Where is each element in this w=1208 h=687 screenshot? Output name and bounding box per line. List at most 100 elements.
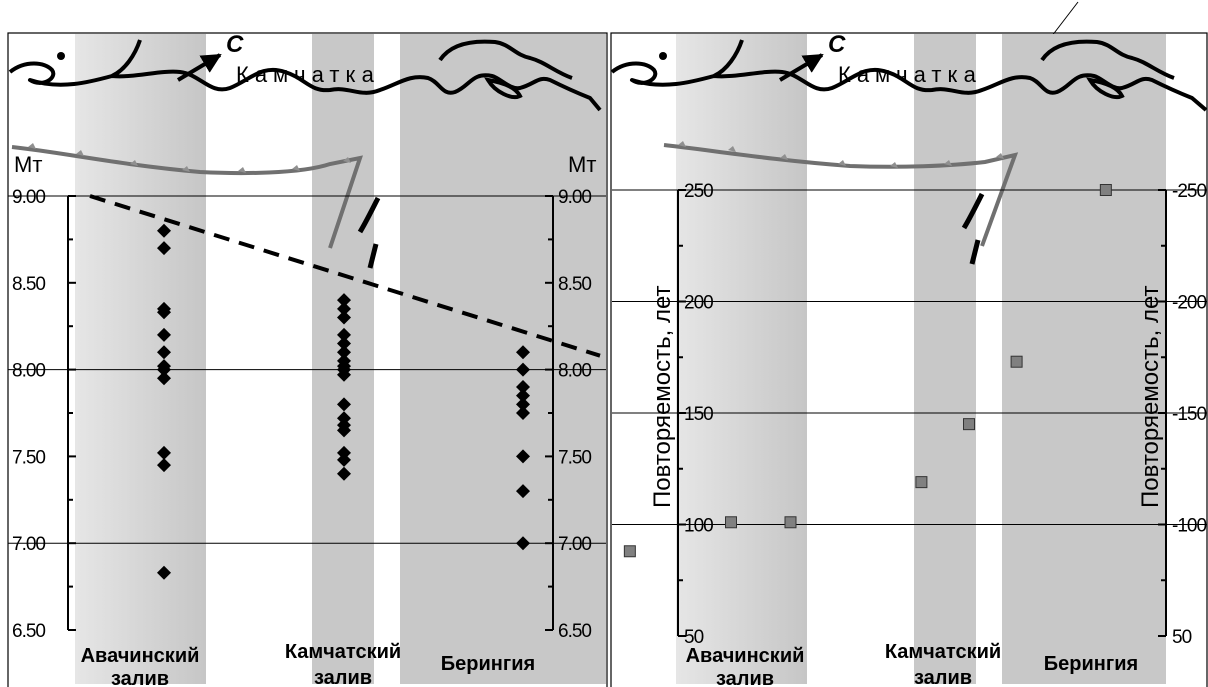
magnitude-point xyxy=(337,466,351,481)
right-tick-label: -250 xyxy=(1172,181,1206,202)
trench-teeth-right xyxy=(678,141,1004,168)
region-label-avacha-2: залив xyxy=(111,668,169,687)
island-right xyxy=(1086,77,1125,99)
magnitude-point xyxy=(337,367,351,382)
region-label-kamchatsky-right-2: залив xyxy=(914,667,972,687)
magnitude-panel: С Камчатка Мт Мт 9.00 9.00 8.50 8.50 8.00 8.0… xyxy=(7,31,608,687)
left-tick-label: 8.00 xyxy=(12,361,45,382)
magnitude-point xyxy=(337,345,351,360)
magnitude-point xyxy=(337,336,351,351)
recurrence-point xyxy=(784,516,797,529)
north-arrow-icon xyxy=(176,53,222,82)
recurrence-point xyxy=(1099,184,1112,196)
band-avacha xyxy=(75,34,206,684)
band-avacha-right xyxy=(676,34,807,684)
magnitude-point xyxy=(157,371,171,386)
trend-line xyxy=(89,194,601,358)
magnitude-point xyxy=(516,397,530,412)
left-tick-label: 250 xyxy=(684,181,713,202)
coastline-north xyxy=(438,39,573,80)
region-label-avacha-right-1: Авачинский xyxy=(686,645,805,667)
right-tick-label: 50 xyxy=(1172,627,1192,648)
recurrence-point xyxy=(623,545,636,558)
magnitude-point xyxy=(157,241,171,256)
left-tick-label: 6.50 xyxy=(12,621,45,642)
city-dot-right xyxy=(659,52,667,60)
coastline xyxy=(8,39,602,112)
left-tick-label: 200 xyxy=(684,293,713,314)
left-tick-label: 150 xyxy=(684,404,713,425)
magnitude-point xyxy=(516,362,530,377)
magnitude-point xyxy=(157,345,171,360)
left-tick-label: 100 xyxy=(684,516,713,537)
magnitude-point xyxy=(157,305,171,320)
right-tick-label: 7.00 xyxy=(558,534,591,555)
right-tick-label: 8.00 xyxy=(558,361,591,382)
magnitude-point xyxy=(157,445,171,460)
magnitude-gridlines xyxy=(8,195,606,544)
panel-border-right xyxy=(610,32,1208,687)
magnitude-point xyxy=(516,449,530,464)
magnitude-point xyxy=(337,310,351,325)
band-beringia-right xyxy=(1002,34,1166,684)
recurrence-point xyxy=(1010,355,1023,368)
magnitude-point xyxy=(516,536,530,551)
magnitude-point xyxy=(157,458,171,473)
right-tick-label: -200 xyxy=(1172,293,1206,314)
magnitude-point xyxy=(157,223,171,238)
right-y-axis-label: Мт xyxy=(568,152,596,177)
trench-line-right xyxy=(663,143,1019,247)
left-tick-label: 50 xyxy=(684,627,704,648)
magnitude-ticks: 9.00 9.00 8.50 8.50 8.00 8.00 7.50 7.50 7.00 7.00… xyxy=(12,187,592,642)
recurrence-point xyxy=(963,418,975,431)
left-tick-label: 8.50 xyxy=(12,274,45,295)
right-tick-label: 8.50 xyxy=(558,274,591,295)
magnitude-points xyxy=(157,223,530,580)
magnitude-point xyxy=(516,406,530,420)
left-tick-label: 9.00 xyxy=(12,187,45,208)
north-arrow-icon-right xyxy=(778,53,824,82)
region-label-kamchatsky-1: Камчатский xyxy=(285,641,401,663)
recurrence-panel: С Камчатка Повторяемость, лет Повторяемо… xyxy=(610,1,1208,687)
magnitude-point xyxy=(337,452,351,467)
fault-segments-right xyxy=(961,192,985,265)
magnitude-point xyxy=(516,345,530,360)
region-label-kamchatsky-right-1: Камчатский xyxy=(885,641,1001,663)
island xyxy=(484,77,523,99)
magnitude-point xyxy=(337,397,351,412)
band-kamchatsky-right xyxy=(914,34,976,684)
recurrence-point xyxy=(915,476,928,489)
left-tick-label: 7.00 xyxy=(12,534,45,555)
magnitude-point xyxy=(337,327,351,342)
magnitude-point xyxy=(516,379,530,394)
place-label-right: Камчатка xyxy=(838,62,982,87)
right-tick-label: 7.50 xyxy=(558,447,591,468)
right-tick-label: 9.00 xyxy=(558,187,591,208)
magnitude-point xyxy=(157,327,171,342)
fault-segments xyxy=(357,196,381,269)
recurrence-point xyxy=(725,516,737,529)
recurrence-points xyxy=(623,184,1112,558)
region-label-beringia: Берингия xyxy=(441,653,535,675)
left-y-axis-label-recurrence: Повторяемость, лет xyxy=(649,285,676,508)
city-dot xyxy=(57,52,65,60)
magnitude-point xyxy=(157,362,171,377)
right-tick-label: 6.50 xyxy=(558,621,591,642)
right-tick-label: -150 xyxy=(1172,404,1206,425)
left-tick-label: 7.50 xyxy=(12,447,45,468)
north-label: С xyxy=(226,31,244,58)
recurrence-ticks: 250 -250 200 -200 150 -150 100 -100 50 50 xyxy=(678,181,1207,648)
magnitude-point xyxy=(516,484,530,499)
magnitude-point xyxy=(337,301,351,316)
left-y-axis-label: Мт xyxy=(14,152,42,177)
right-tick-label: -100 xyxy=(1172,516,1206,537)
coastline-north-right xyxy=(1040,39,1175,80)
magnitude-point xyxy=(337,293,351,308)
magnitude-point xyxy=(157,565,171,580)
region-label-kamchatsky-2: залив xyxy=(314,667,372,687)
trench-teeth xyxy=(28,143,351,173)
panel-border xyxy=(7,32,608,687)
magnitude-point xyxy=(516,388,530,403)
place-label: Камчатка xyxy=(236,62,380,87)
